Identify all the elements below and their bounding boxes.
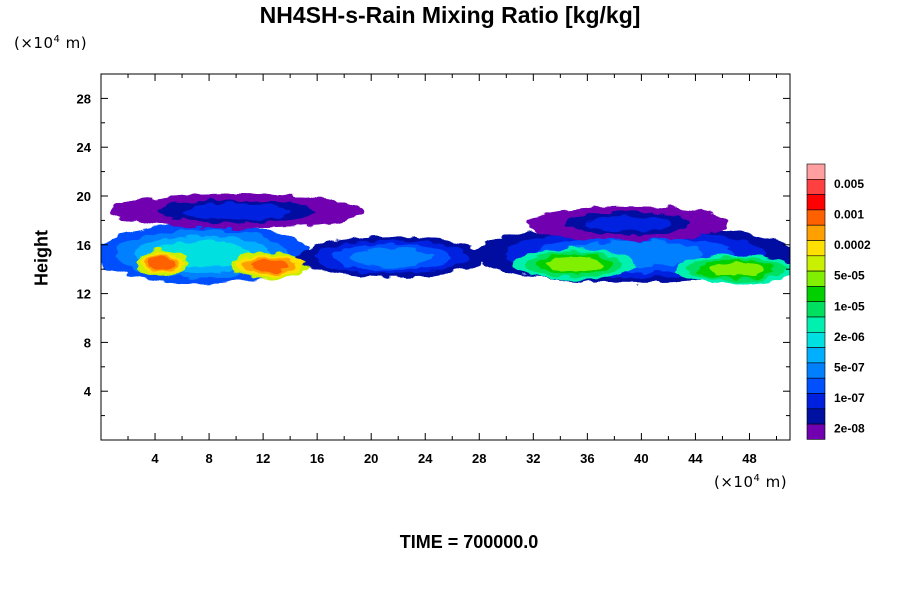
colorbar-swatch bbox=[806, 240, 826, 257]
colorbar-swatch bbox=[806, 331, 826, 348]
y-tick-label: 16 bbox=[77, 238, 91, 253]
contour-region bbox=[250, 259, 290, 272]
colorbar-swatch bbox=[806, 301, 826, 318]
colorbar-label: 2e-06 bbox=[834, 330, 865, 344]
x-tick-label: 36 bbox=[580, 451, 594, 466]
colorbar-swatch bbox=[806, 270, 826, 287]
contour-region bbox=[546, 256, 602, 272]
x-unit-suffix: m) bbox=[760, 473, 788, 491]
y-unit-suffix: m) bbox=[60, 34, 88, 52]
colorbar-swatch bbox=[806, 377, 826, 394]
x-tick-label: 16 bbox=[310, 451, 324, 466]
contour-region bbox=[584, 215, 672, 232]
colorbar-label: 0.005 bbox=[834, 177, 864, 191]
colorbar-label: 5e-05 bbox=[834, 269, 865, 283]
y-axis: 4 8 12 16 20 24 28 bbox=[77, 91, 790, 417]
colorbar-label: 2e-08 bbox=[834, 422, 865, 436]
colorbar-swatch bbox=[806, 179, 826, 195]
x-tick-label: 4 bbox=[151, 451, 159, 466]
y-tick-label: 28 bbox=[77, 91, 91, 106]
x-tick-label: 44 bbox=[688, 451, 703, 466]
colorbar-labels: 0.005 0.001 0.0002 5e-05 1e-05 2e-06 5e-07 1e-0… bbox=[834, 177, 871, 436]
time-label: TIME = 700000.0 bbox=[399, 532, 539, 552]
x-axis-unit: (×104 m) bbox=[714, 473, 787, 491]
colorbar-swatch bbox=[806, 286, 826, 302]
contour-region bbox=[708, 262, 764, 277]
y-unit-exponent: 4 bbox=[53, 34, 61, 45]
colorbar-swatch bbox=[806, 194, 826, 211]
colorbar-swatch bbox=[806, 423, 826, 440]
colorbar-label: 1e-07 bbox=[834, 391, 865, 405]
x-unit-exponent: 4 bbox=[753, 473, 761, 484]
contour-field bbox=[101, 194, 790, 284]
colorbar-swatch bbox=[806, 163, 826, 180]
colorbar-swatch bbox=[806, 316, 826, 333]
contour-region bbox=[147, 256, 176, 270]
x-tick-label: 8 bbox=[205, 451, 212, 466]
colorbar-swatch bbox=[806, 209, 826, 226]
x-tick-label: 12 bbox=[256, 451, 270, 466]
x-tick-label: 28 bbox=[472, 451, 486, 466]
y-tick-label: 8 bbox=[84, 335, 91, 350]
y-tick-label: 20 bbox=[77, 189, 91, 204]
y-tick-label: 24 bbox=[77, 140, 92, 155]
colorbar-label: 5e-07 bbox=[834, 360, 865, 374]
chart-title: NH4SH-s-Rain Mixing Ratio [kg/kg] bbox=[259, 2, 641, 28]
x-tick-label: 20 bbox=[364, 451, 378, 466]
y-axis-unit: (×104 m) bbox=[14, 34, 87, 52]
colorbar-swatch bbox=[806, 408, 826, 425]
plot-frame bbox=[100, 73, 791, 441]
colorbar-swatch bbox=[806, 255, 826, 272]
colorbar-swatch bbox=[806, 393, 826, 410]
x-tick-label: 48 bbox=[742, 451, 756, 466]
x-axis: 4 8 12 16 20 24 28 32 36 40 44 48 bbox=[127, 74, 777, 466]
contour-region bbox=[181, 203, 291, 220]
x-tick-label: 32 bbox=[526, 451, 540, 466]
colorbar-swatch bbox=[806, 362, 826, 379]
colorbar-boxes bbox=[806, 163, 826, 440]
y-unit-prefix: (×10 bbox=[14, 34, 54, 52]
x-tick-label: 24 bbox=[418, 451, 433, 466]
colorbar-swatch bbox=[806, 224, 826, 241]
colorbar-label: 0.0002 bbox=[834, 238, 871, 252]
colorbar-label: 0.001 bbox=[834, 207, 864, 221]
colorbar-label: 1e-05 bbox=[834, 299, 865, 313]
y-tick-label: 12 bbox=[77, 287, 91, 302]
y-tick-label: 4 bbox=[84, 384, 92, 399]
contour-region bbox=[350, 247, 433, 267]
x-tick-label: 40 bbox=[634, 451, 648, 466]
x-unit-prefix: (×10 bbox=[714, 473, 754, 491]
colorbar-swatch bbox=[806, 347, 826, 364]
